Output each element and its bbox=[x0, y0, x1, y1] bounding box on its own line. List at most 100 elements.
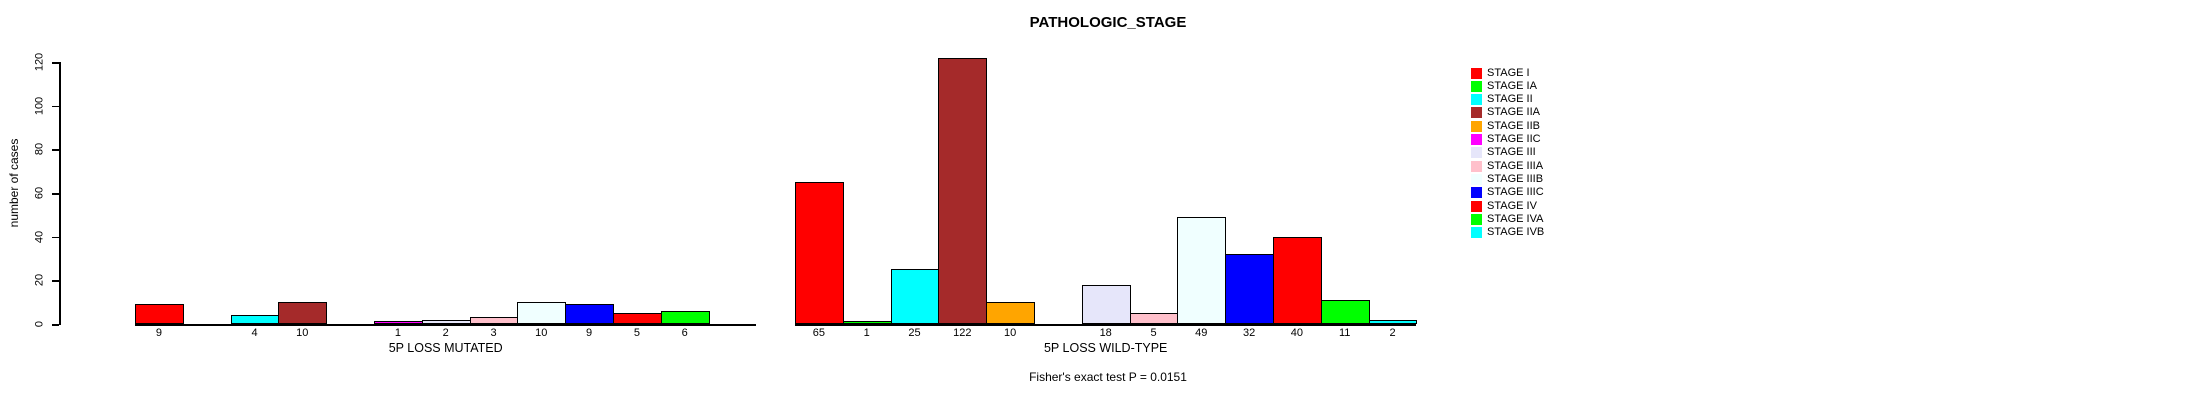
bar-value-label: 25 bbox=[908, 327, 921, 339]
y-axis-line bbox=[59, 62, 61, 325]
legend-label: STAGE III bbox=[1487, 146, 1536, 159]
bar-5p-loss-wild-type-stage-iiia bbox=[1129, 313, 1179, 324]
bar-5p-loss-mutated-stage-iii bbox=[421, 320, 471, 324]
y-axis-tick-label: 120 bbox=[33, 52, 46, 72]
y-axis-tick bbox=[52, 149, 59, 151]
legend-swatch-stage-iva bbox=[1471, 214, 1482, 226]
bar-5p-loss-mutated-stage-ii bbox=[230, 315, 280, 324]
legend-swatch-stage-iii bbox=[1471, 147, 1482, 159]
bar-5p-loss-mutated-stage-iiia bbox=[469, 317, 519, 324]
legend-item-stage-iib: STAGE IIB bbox=[1471, 120, 1540, 133]
bar-5p-loss-wild-type-stage-ivb bbox=[1368, 320, 1418, 324]
legend-swatch-stage-iia bbox=[1471, 107, 1482, 119]
bar-5p-loss-mutated-stage-i bbox=[135, 304, 184, 324]
bar-5p-loss-wild-type-stage-ia bbox=[842, 321, 892, 324]
legend-swatch-stage-iiib bbox=[1471, 174, 1482, 186]
legend-item-stage-ii: STAGE II bbox=[1471, 93, 1533, 106]
y-axis-tick bbox=[52, 193, 59, 195]
y-axis-tick-label: 60 bbox=[33, 186, 46, 200]
legend-swatch-stage-iiic bbox=[1471, 187, 1482, 199]
y-axis-tick-label: 0 bbox=[33, 320, 46, 328]
legend-swatch-stage-iiia bbox=[1471, 160, 1482, 172]
legend-swatch-stage-ii bbox=[1471, 94, 1482, 106]
legend-item-stage-i: STAGE I bbox=[1471, 67, 1530, 80]
legend-swatch-stage-ivb bbox=[1471, 227, 1482, 239]
legend-label: STAGE IA bbox=[1487, 79, 1537, 92]
bar-value-label: 1 bbox=[394, 327, 401, 339]
legend-item-stage-iic: STAGE IIC bbox=[1471, 133, 1541, 146]
bar-5p-loss-wild-type-stage-iia bbox=[938, 58, 988, 324]
bar-value-label: 9 bbox=[155, 327, 162, 339]
fisher-test-annotation: Fisher's exact test P = 0.0151 bbox=[1029, 370, 1187, 384]
y-axis-tick-label: 80 bbox=[33, 143, 46, 156]
bar-value-label: 32 bbox=[1242, 327, 1256, 339]
bar-value-label: 4 bbox=[251, 327, 258, 339]
bar-value-label: 3 bbox=[490, 327, 497, 339]
legend-label: STAGE IIA bbox=[1487, 106, 1540, 119]
legend-label: STAGE IIIC bbox=[1487, 186, 1544, 199]
bar-5p-loss-wild-type-stage-iiib bbox=[1177, 217, 1227, 324]
y-axis-tick bbox=[52, 324, 59, 326]
y-axis-tick bbox=[52, 62, 59, 64]
x-axis-baseline bbox=[795, 324, 1417, 326]
legend-swatch-stage-i bbox=[1471, 67, 1482, 79]
bar-value-label: 5 bbox=[633, 327, 640, 339]
bar-value-label: 49 bbox=[1195, 327, 1208, 339]
bar-value-label: 65 bbox=[812, 327, 826, 339]
bar-5p-loss-wild-type-stage-i bbox=[795, 182, 844, 324]
bar-value-label: 9 bbox=[586, 327, 593, 339]
legend-label: STAGE IIB bbox=[1487, 119, 1540, 132]
legend-item-stage-ivb: STAGE IVB bbox=[1471, 226, 1544, 239]
legend-label: STAGE IIC bbox=[1487, 133, 1541, 146]
x-axis-baseline bbox=[135, 324, 757, 326]
bar-value-label: 18 bbox=[1099, 327, 1112, 339]
bar-5p-loss-wild-type-stage-ii bbox=[890, 269, 940, 324]
bar-5p-loss-wild-type-stage-iib bbox=[986, 302, 1035, 324]
bar-5p-loss-mutated-stage-iia bbox=[278, 302, 328, 324]
legend-item-stage-iiic: STAGE IIIC bbox=[1471, 186, 1544, 199]
y-axis-tick bbox=[52, 280, 59, 282]
bar-value-label: 1 bbox=[863, 327, 870, 339]
legend-item-stage-iv: STAGE IV bbox=[1471, 200, 1537, 213]
bar-value-label: 6 bbox=[681, 327, 688, 339]
legend-label: STAGE II bbox=[1487, 93, 1533, 106]
legend-item-stage-iva: STAGE IVA bbox=[1471, 213, 1543, 226]
y-axis-tick bbox=[52, 236, 59, 239]
bar-value-label: 2 bbox=[442, 327, 449, 339]
x-axis-group-label: 5P LOSS WILD-TYPE bbox=[1043, 341, 1168, 355]
bar-value-label: 11 bbox=[1338, 327, 1351, 339]
bar-5p-loss-mutated-stage-iiib bbox=[517, 302, 567, 324]
bar-5p-loss-mutated-stage-iiic bbox=[565, 304, 614, 324]
legend-label: STAGE IIIB bbox=[1487, 173, 1544, 186]
y-axis-title: number of cases bbox=[7, 138, 21, 228]
bar-value-label: 10 bbox=[1003, 327, 1017, 339]
bar-5p-loss-mutated-stage-iv bbox=[613, 313, 662, 324]
legend-swatch-stage-iv bbox=[1471, 200, 1482, 212]
bar-value-label: 122 bbox=[953, 327, 972, 339]
bar-5p-loss-wild-type-stage-iv bbox=[1273, 237, 1322, 324]
bar-5p-loss-mutated-stage-iic bbox=[374, 321, 423, 324]
y-axis-tick-label: 20 bbox=[33, 274, 46, 287]
legend-item-stage-iiib: STAGE IIIB bbox=[1471, 173, 1543, 186]
legend-label: STAGE IIIA bbox=[1487, 159, 1544, 172]
legend-swatch-stage-iib bbox=[1471, 120, 1482, 132]
bar-value-label: 2 bbox=[1389, 327, 1396, 339]
legend-item-stage-iia: STAGE IIA bbox=[1471, 106, 1540, 119]
legend-label: STAGE IVB bbox=[1487, 226, 1545, 239]
legend-swatch-stage-iic bbox=[1471, 134, 1482, 146]
legend-item-stage-iiia: STAGE IIIA bbox=[1471, 160, 1543, 173]
bar-value-label: 40 bbox=[1290, 327, 1304, 339]
x-axis-group-label: 5P LOSS MUTATED bbox=[388, 341, 503, 355]
chart-title: PATHOLOGIC_STAGE bbox=[1029, 14, 1187, 31]
legend-label: STAGE I bbox=[1487, 66, 1530, 79]
legend-label: STAGE IVA bbox=[1487, 213, 1544, 226]
y-axis-tick-label: 40 bbox=[33, 230, 46, 243]
bar-5p-loss-mutated-stage-iva bbox=[660, 311, 710, 324]
bar-value-label: 5 bbox=[1150, 327, 1157, 339]
legend-swatch-stage-ia bbox=[1471, 80, 1482, 92]
bar-value-label: 10 bbox=[296, 327, 309, 339]
bar-5p-loss-wild-type-stage-iii bbox=[1081, 285, 1131, 324]
legend-item-stage-ia: STAGE IA bbox=[1471, 80, 1537, 93]
legend-item-stage-iii: STAGE III bbox=[1471, 146, 1536, 159]
